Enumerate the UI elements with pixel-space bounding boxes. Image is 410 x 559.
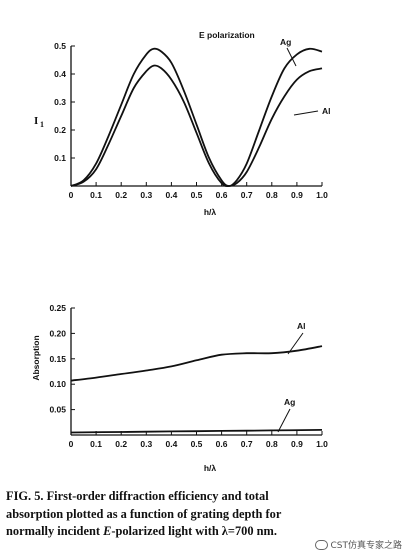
chart2-x-tick-label: 0.8 [266,439,278,449]
chart1-axes: 0 0.1 0.2 0.3 0.4 0.5 0.6 0.7 0.8 0.9 1.0 0.1 0.2 0.3… [54,41,328,200]
chart2-x-tick-label: 0.1 [90,439,102,449]
chart1-x-tick-label: 0.7 [241,190,253,200]
chart1-x-tick-label: 0 [69,190,74,200]
chart1-x-tick-label: 0.1 [90,190,102,200]
chart1-legend-labels: Ag Al [280,37,331,116]
caption-line-3a: normally incident [6,524,104,538]
chart1-xlabel: h/λ [204,207,217,217]
diffraction-efficiency-chart: E polarization 0 0.1 0.2 0.3 0.4 0.5 0.6 0.7 0.8… [34,30,331,217]
chart2-x-tick-label: 0.2 [115,439,127,449]
chart2-x-tick-label: 0.6 [216,439,228,449]
chart1-series [70,47,323,187]
chart1-x-tick-label: 0.9 [291,190,303,200]
chart1-x-tick-label: 0.2 [115,190,127,200]
chart1-label-leader-al [293,110,319,116]
chart1-y-tick-label: 0.3 [54,97,66,107]
caption-line-3b: -polarized light with λ=700 nm. [111,524,277,538]
absorption-chart: 0 0.1 0.2 0.3 0.4 0.5 0.6 0.7 0.8 0.9 1.0 0.05 0.10 0… [31,303,328,473]
chart2-y-tick-label: 0.15 [49,354,66,364]
chart1-x-tick-label: 0.6 [216,190,228,200]
chart2-y-tick-label: 0.25 [49,303,66,313]
chart1-y-tick-label: 0.2 [54,125,66,135]
chart2-x-tick-label: 0.9 [291,439,303,449]
watermark: CST仿真专家之路 [314,538,403,551]
chart2-series-label-ag: Ag [284,397,295,407]
chart1-series-label-ag: Ag [280,37,291,47]
chart2-series-label-al: Al [297,321,306,331]
chart1-series-label-al: Al [322,106,331,116]
caption-line-3-em: E [103,524,112,538]
chart2-x-tick-label: 0 [69,439,74,449]
caption-line-1: FIG. 5. First-order diffraction efficien… [6,489,269,503]
chart1-y-tick-label: 0.4 [54,69,66,79]
caption-line-2: absorption plotted as a function of grat… [6,506,282,521]
wechat-icon [314,539,328,550]
chart2-x-tick-label: 0.3 [140,439,152,449]
chart2-y-tick-label: 0.10 [49,379,66,389]
chart2-x-tick-label: 0.7 [241,439,253,449]
chart1-y-tick-label: 0.1 [54,153,66,163]
figure-caption: FIG. 5. First-order diffraction efficien… [6,488,404,541]
chart2-series-ag-line [70,429,323,434]
chart1-x-tick-label: 0.5 [191,190,203,200]
chart2-x-tick-label: 0.5 [191,439,203,449]
chart1-x-tick-label: 0.8 [266,190,278,200]
chart2-label-leader-al [287,332,304,355]
chart2-series [70,345,323,434]
chart2-ylabel: Absorption [31,335,41,380]
chart1-series-ag-line [70,47,323,187]
chart1-ylabel-subscript: 1 [40,120,44,129]
chart2-y-tick-label: 0.20 [49,328,66,338]
chart1-title: E polarization [199,30,255,40]
chart1-x-tick-label: 1.0 [316,190,328,200]
chart2-axes: 0 0.1 0.2 0.3 0.4 0.5 0.6 0.7 0.8 0.9 1.0 0.05 0.10 0… [49,303,328,449]
chart1-label-leader-ag [286,47,297,67]
chart1-y-tick-label: 0.5 [54,41,66,51]
chart2-x-tick-label: 0.4 [165,439,177,449]
chart2-legend-labels: Al Ag [277,321,306,433]
watermark-text: CST仿真专家之路 [330,541,403,551]
chart2-x-tick-label: 1.0 [316,439,328,449]
chart2-series-al-line [70,345,323,382]
figure-canvas: E polarization 0 0.1 0.2 0.3 0.4 0.5 0.6 0.7 0.8… [31,30,331,473]
chart1-series-al-line [70,64,323,187]
chart2-xlabel: h/λ [204,463,217,473]
chart1-x-tick-label: 0.3 [140,190,152,200]
chart2-y-tick-label: 0.05 [49,405,66,415]
chart1-ylabel: I [34,115,38,127]
chart1-x-tick-label: 0.4 [165,190,177,200]
chart2-label-leader-ag [277,408,291,433]
